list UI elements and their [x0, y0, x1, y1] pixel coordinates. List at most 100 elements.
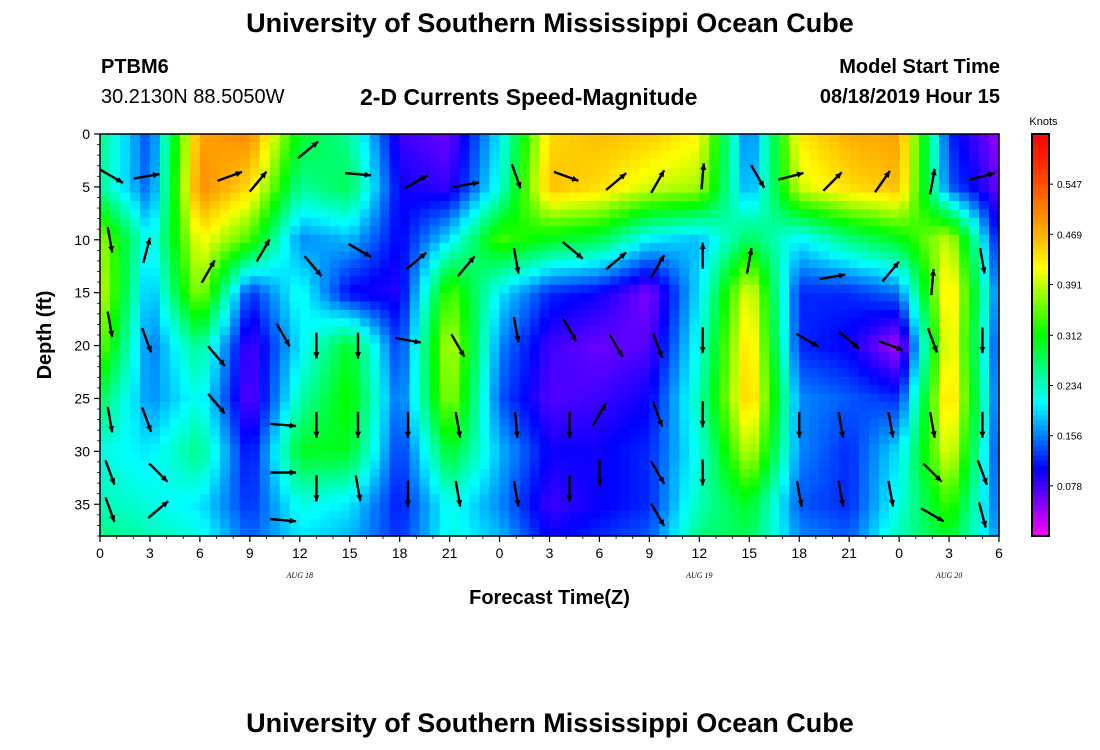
heatmap-cell: [229, 318, 241, 328]
heatmap-cell: [829, 452, 840, 462]
heatmap-cell: [639, 410, 650, 420]
heatmap-cell: [319, 427, 331, 437]
heatmap-cell: [389, 159, 401, 169]
heatmap-cell: [719, 410, 730, 420]
heatmap-cell: [119, 519, 131, 529]
heatmap-cell: [319, 259, 331, 269]
heatmap-cell: [589, 452, 601, 462]
heatmap-cell: [419, 494, 431, 504]
heatmap-cell: [249, 410, 261, 420]
heatmap-cell: [599, 452, 611, 462]
heatmap-cell: [769, 485, 780, 495]
heatmap-cell: [329, 343, 341, 353]
heatmap-cell: [629, 519, 640, 529]
heatmap-cell: [989, 519, 1000, 529]
heatmap-cell: [709, 335, 720, 344]
heatmap-cell: [139, 443, 151, 453]
heatmap-cell: [389, 519, 401, 529]
heatmap-cell: [779, 134, 790, 143]
heatmap-cell: [749, 184, 760, 194]
heatmap-cell: [749, 226, 760, 236]
heatmap-cell: [259, 494, 271, 504]
heatmap-cell: [519, 335, 531, 344]
heatmap-cell: [459, 418, 471, 428]
heatmap-cell: [289, 376, 301, 386]
heatmap-cell: [759, 226, 770, 236]
heatmap-cell: [169, 284, 181, 294]
heatmap-cell: [219, 150, 231, 160]
heatmap-cell: [549, 443, 561, 453]
heatmap-cell: [699, 326, 710, 336]
heatmap-cell: [199, 385, 211, 395]
heatmap-cell: [449, 293, 461, 303]
heatmap-cell: [609, 376, 621, 386]
heatmap-cell: [269, 284, 281, 294]
heatmap-cell: [959, 184, 970, 194]
heatmap-cell: [919, 393, 930, 403]
heatmap-cell: [599, 184, 611, 194]
heatmap-cell: [859, 427, 870, 437]
heatmap-cell: [499, 167, 511, 177]
heatmap-cell: [759, 519, 770, 529]
heatmap-cell: [799, 410, 810, 420]
heatmap-cell: [169, 477, 181, 487]
heatmap-cell: [869, 167, 880, 177]
heatmap-cell: [789, 376, 800, 386]
heatmap-cell: [569, 301, 581, 311]
heatmap-cell: [949, 234, 960, 244]
heatmap-cell: [959, 343, 970, 353]
heatmap-cell: [609, 385, 621, 395]
heatmap-cell: [279, 376, 291, 386]
heatmap-cell: [979, 251, 990, 261]
heatmap-cell: [719, 134, 730, 143]
heatmap-cell: [659, 134, 670, 143]
heatmap-cell: [939, 167, 950, 177]
heatmap-cell: [159, 284, 171, 294]
current-vector-arrow: [313, 475, 320, 502]
heatmap-cell: [779, 502, 790, 512]
heatmap-cell: [419, 159, 431, 169]
heatmap-cell: [269, 410, 281, 420]
heatmap-cell: [379, 519, 391, 529]
heatmap-cell: [629, 360, 640, 370]
heatmap-cell: [949, 393, 960, 403]
heatmap-cell: [149, 376, 161, 386]
heatmap-cell: [719, 343, 730, 353]
heatmap-cell: [469, 259, 481, 269]
heatmap-cell: [359, 469, 371, 478]
heatmap-cell: [889, 477, 900, 487]
heatmap-cell: [279, 360, 291, 370]
heatmap-cell: [959, 167, 970, 177]
heatmap-cell: [909, 435, 920, 445]
heatmap-cell: [939, 502, 950, 512]
heatmap-cell: [209, 175, 221, 185]
heatmap-cell: [479, 477, 491, 487]
heatmap-cell: [829, 519, 840, 529]
heatmap-cell: [629, 485, 640, 495]
heatmap-cell: [209, 485, 221, 495]
heatmap-cell: [769, 226, 780, 236]
heatmap-cell: [429, 251, 441, 261]
heatmap-cell: [719, 309, 730, 319]
heatmap-cell: [369, 326, 381, 336]
heatmap-cell: [769, 351, 780, 361]
heatmap-cell: [639, 276, 650, 286]
heatmap-cell: [909, 385, 920, 395]
heatmap-cell: [119, 335, 131, 344]
heatmap-cell: [909, 217, 920, 227]
heatmap-cell: [979, 318, 990, 328]
heatmap-cell: [869, 393, 880, 403]
heatmap-cell: [249, 351, 261, 361]
heatmap-cell: [539, 142, 551, 152]
heatmap-cell: [859, 469, 870, 478]
heatmap-cell: [669, 485, 680, 495]
heatmap-cell: [889, 150, 900, 160]
heatmap-cell: [429, 452, 441, 462]
heatmap-cell: [799, 192, 810, 202]
heatmap-cell: [959, 209, 970, 219]
heatmap-cell: [189, 410, 201, 420]
colorbar-tick-label: 0.469: [1057, 230, 1082, 241]
heatmap-cell: [989, 184, 1000, 194]
heatmap-cell: [659, 318, 670, 328]
heatmap-cell: [769, 201, 780, 210]
